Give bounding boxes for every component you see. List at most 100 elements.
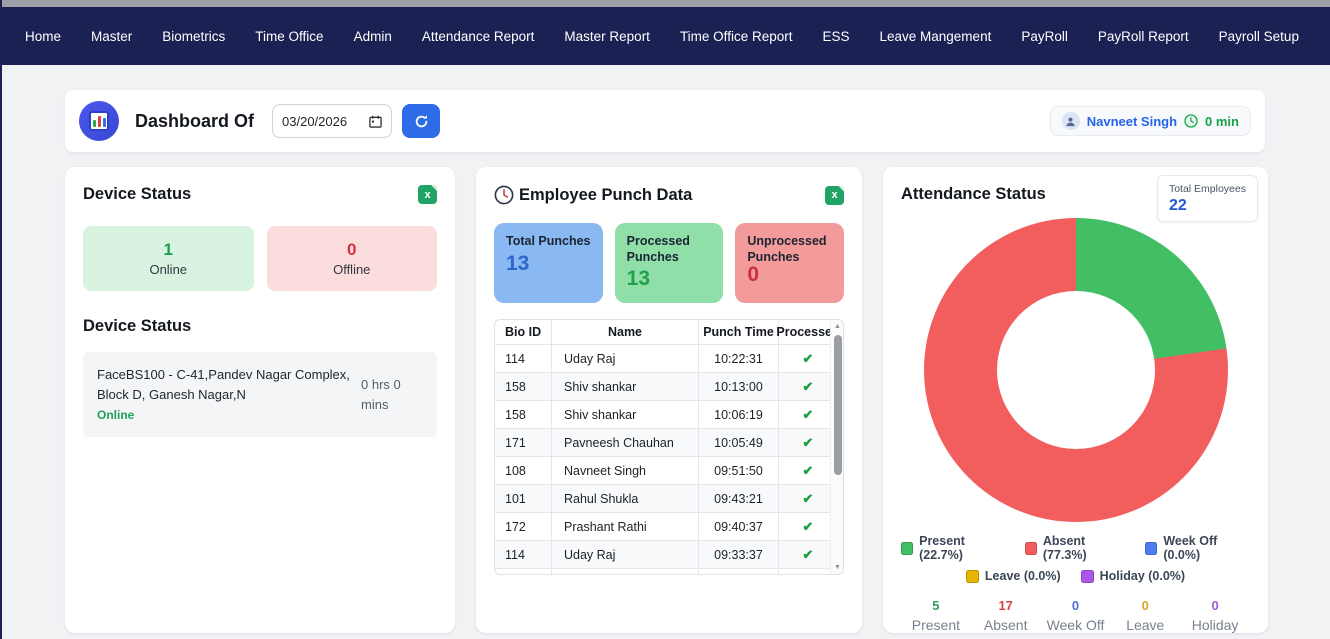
scroll-down-icon[interactable]: ▼ <box>834 564 841 571</box>
refresh-icon <box>415 114 427 127</box>
dashboard-icon <box>79 101 119 141</box>
device-status-card: Device Status x 1 Online 0 Offline Devic… <box>65 167 455 633</box>
punch-data-title: Employee Punch Data <box>519 185 693 204</box>
legend-swatch <box>1145 541 1158 555</box>
device-list-item: FaceBS100 - C-41,Pandev Nagar Complex, B… <box>83 352 437 437</box>
nav-item-payroll-setup[interactable]: Payroll Setup <box>1218 28 1299 44</box>
total-punches-value: 13 <box>506 251 530 275</box>
legend-item-week-off[interactable]: Week Off (0.0%) <box>1145 534 1250 562</box>
check-icon: ✔ <box>802 378 814 394</box>
processed-punches-box: Processed Punches 13 <box>614 223 724 303</box>
main-navbar: Home Master Biometrics Time Office Admin… <box>0 7 1330 65</box>
device-name: FaceBS100 - C-41,Pandev Nagar Complex, B… <box>97 367 350 402</box>
offline-count-box: 0 Offline <box>266 226 437 291</box>
calendar-icon <box>369 115 382 128</box>
punch-table: Bio ID Name Punch Time Processed 114 Uda… <box>494 319 844 575</box>
check-icon: ✔ <box>802 406 814 422</box>
check-icon: ✔ <box>802 490 814 506</box>
online-label: Online <box>149 262 188 277</box>
legend-swatch <box>1080 569 1094 583</box>
nav-item-master[interactable]: Master <box>91 28 133 44</box>
attendance-stats-row: 5 Present 17 Absent 0 Week Off 0 Leave 0 <box>901 598 1250 633</box>
punch-table-header: Bio ID Name Punch Time Processed <box>495 320 840 344</box>
check-icon: ✔ <box>802 546 814 562</box>
nav-item-admin[interactable]: Admin <box>353 28 392 44</box>
page-title: Dashboard Of <box>135 110 255 131</box>
nav-item-home[interactable]: Home <box>25 28 62 44</box>
user-badge[interactable]: Navneet Singh 0 min <box>1049 106 1251 136</box>
nav-item-biometrics[interactable]: Biometrics <box>162 28 226 44</box>
punch-data-card: Employee Punch Data x Total Punches 13 P… <box>476 167 862 633</box>
nav-item-ess[interactable]: ESS <box>822 28 850 44</box>
user-icon <box>1061 112 1080 130</box>
online-count-box: 1 Online <box>83 226 254 291</box>
col-punch-time: Punch Time <box>699 320 779 344</box>
stat-absent: 17 Absent <box>983 598 1028 633</box>
stat-week-off: 0 Week Off <box>1046 598 1105 633</box>
stat-leave: 0 Leave <box>1126 598 1165 633</box>
nav-item-payroll[interactable]: PayRoll <box>1021 28 1068 44</box>
online-count: 1 <box>163 240 173 259</box>
device-list-title: Device Status <box>83 317 192 335</box>
nav-item-time-office-report[interactable]: Time Office Report <box>679 28 793 44</box>
table-scrollbar[interactable]: ▲ ▼ <box>830 320 843 574</box>
total-employees-box: Total Employees 22 <box>1156 175 1258 222</box>
legend-item-present[interactable]: Present (22.7%) <box>901 534 1005 562</box>
unprocessed-punches-value: 0 <box>747 263 760 287</box>
table-row: 172 Prashant Rathi 09:40:37 ✔ <box>495 512 830 540</box>
table-row: 171 Pavneesh Chauhan 10:05:49 ✔ <box>495 428 830 456</box>
check-icon: ✔ <box>802 350 814 366</box>
refresh-button[interactable] <box>402 104 441 138</box>
legend-item-absent[interactable]: Absent (77.3%) <box>1024 534 1125 562</box>
check-icon: ✔ <box>802 434 814 450</box>
nav-item-payroll-report[interactable]: PayRoll Report <box>1097 28 1189 44</box>
legend-item-leave[interactable]: Leave (0.0%) <box>965 569 1061 583</box>
check-icon: ✔ <box>802 518 814 534</box>
nav-item-leave-management[interactable]: Leave Mangement <box>879 28 992 44</box>
scroll-up-icon[interactable]: ▲ <box>834 323 841 330</box>
attendance-donut-chart[interactable] <box>923 218 1228 522</box>
date-value: 03/20/2026 <box>282 113 348 129</box>
col-name: Name <box>552 320 699 344</box>
bar-chart-icon <box>89 111 109 131</box>
nav-item-attendance-report[interactable]: Attendance Report <box>421 28 535 44</box>
legend-item-holiday[interactable]: Holiday (0.0%) <box>1080 569 1185 583</box>
excel-export-icon[interactable]: x <box>825 185 844 205</box>
legend-swatch <box>965 569 979 583</box>
excel-export-icon[interactable]: x <box>418 185 437 204</box>
device-state-badge: Online <box>97 408 135 422</box>
table-row: 108 Navneet Singh 09:51:50 ✔ <box>495 456 830 484</box>
unprocessed-punches-label: Unprocessed Punches <box>747 234 827 264</box>
user-name: Navneet Singh <box>1086 113 1178 129</box>
date-input[interactable]: 03/20/2026 <box>272 104 393 138</box>
table-row: 158 Shiv shankar 10:06:19 ✔ <box>495 400 830 428</box>
total-punches-box: Total Punches 13 <box>494 223 603 303</box>
attendance-status-card: Attendance Status Total Employees 22 Pre… <box>883 167 1268 633</box>
col-processed: Processed <box>776 325 840 339</box>
check-icon: ✔ <box>802 462 814 478</box>
dashboard-header: Dashboard Of 03/20/2026 Navneet Singh <box>65 90 1265 152</box>
table-row-partial <box>495 568 830 574</box>
window-top-strip <box>0 0 1330 7</box>
nav-item-time-office[interactable]: Time Office <box>255 28 324 44</box>
attendance-title: Attendance Status <box>901 185 1046 203</box>
total-punches-label: Total Punches <box>506 234 591 248</box>
unprocessed-punches-box: Unprocessed Punches 0 <box>735 223 845 303</box>
clock-icon <box>494 185 514 205</box>
table-row: 101 Rahul Shukla 09:43:21 ✔ <box>495 484 830 512</box>
donut-hole <box>996 291 1155 449</box>
legend-swatch <box>901 541 914 555</box>
scrollbar-thumb[interactable] <box>833 335 842 475</box>
clock-icon <box>1184 114 1198 128</box>
table-row: 114 Uday Raj 10:22:31 ✔ <box>495 344 830 372</box>
nav-item-master-report[interactable]: Master Report <box>564 28 650 44</box>
stat-present: 5 Present <box>911 598 961 633</box>
col-bio-id: Bio ID <box>495 320 552 344</box>
user-minutes: 0 min <box>1205 113 1239 129</box>
offline-label: Offline <box>333 262 371 277</box>
processed-punches-value: 13 <box>626 267 651 291</box>
chart-legend: Present (22.7%) Absent (77.3%) Week Off … <box>901 534 1250 583</box>
stat-holiday: 0 Holiday <box>1191 598 1239 633</box>
offline-count: 0 <box>347 240 357 259</box>
device-hours: 0 hrs 0 mins <box>361 377 401 412</box>
